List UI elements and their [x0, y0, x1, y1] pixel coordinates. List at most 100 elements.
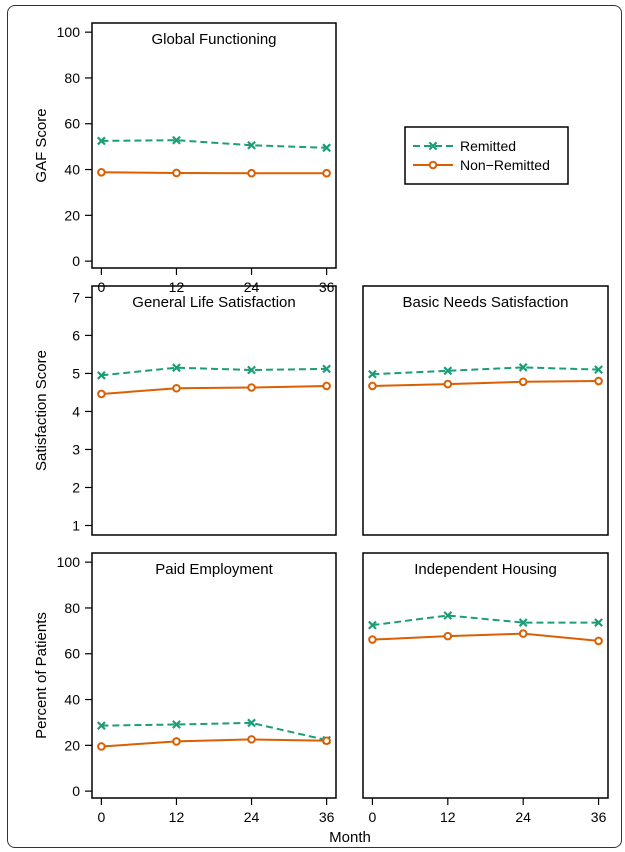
series-line — [101, 366, 327, 377]
y-tick-label: 60 — [64, 646, 80, 662]
panel-box — [362, 552, 609, 799]
series-line — [101, 171, 327, 175]
y-tick-label: 1 — [72, 517, 80, 533]
x-tick-label: 0 — [97, 279, 105, 295]
y-tick-label: 7 — [72, 289, 80, 305]
panel-box — [91, 285, 337, 536]
data-point — [172, 135, 181, 145]
series-line — [372, 380, 599, 387]
series-line — [372, 366, 599, 376]
y-tick-label: 0 — [72, 253, 80, 269]
x-tick-label: 12 — [169, 809, 185, 825]
x-tick-label: 12 — [169, 279, 185, 295]
data-point — [247, 383, 256, 392]
y-tick-label: 20 — [64, 737, 80, 753]
y-tick-label: 40 — [64, 692, 80, 708]
data-point — [443, 366, 453, 376]
y-tick-label: 40 — [64, 162, 80, 178]
data-point — [172, 363, 181, 373]
data-point — [594, 365, 603, 375]
y-tick-label: 20 — [64, 207, 80, 223]
data-point — [594, 636, 603, 646]
x-tick-label: 24 — [244, 279, 260, 295]
panel-box — [91, 552, 337, 799]
data-point — [172, 737, 181, 746]
series-line — [372, 632, 599, 642]
data-point — [247, 735, 256, 744]
data-point — [247, 168, 256, 178]
y-tick-label: 100 — [57, 554, 81, 570]
x-tick-label: 24 — [515, 809, 531, 825]
data-point — [368, 381, 377, 391]
data-point — [368, 635, 377, 644]
legend-label: Non−Remitted — [460, 157, 550, 173]
y-tick-label: 3 — [72, 441, 80, 457]
series-line — [101, 385, 327, 395]
figure-frame — [7, 5, 622, 848]
data-point — [443, 379, 453, 389]
x-tick-label: 36 — [319, 279, 335, 295]
data-point — [594, 376, 603, 386]
y-tick-label: 5 — [72, 365, 80, 381]
panel-title: Global Functioning — [151, 31, 276, 48]
data-point — [518, 629, 528, 638]
panel-box — [362, 285, 609, 536]
y-tick-label: 0 — [72, 783, 80, 799]
x-tick-label: 24 — [244, 809, 260, 825]
x-tick-label: 36 — [591, 809, 607, 825]
x-axis-label: Month — [329, 829, 371, 846]
series-line — [101, 139, 327, 149]
y-tick-label: 80 — [64, 70, 80, 86]
data-point — [247, 718, 256, 728]
panel-box — [91, 22, 337, 269]
data-point — [97, 389, 106, 399]
data-point — [97, 136, 106, 146]
data-point — [172, 383, 181, 393]
data-point — [97, 721, 106, 731]
panel-title: General Life Satisfaction — [132, 294, 295, 311]
x-tick-label: 0 — [369, 809, 377, 825]
series-line — [101, 738, 327, 748]
data-point — [172, 168, 181, 178]
legend-marker — [428, 160, 438, 170]
data-point — [322, 381, 331, 391]
data-point — [368, 620, 377, 630]
data-point — [443, 631, 453, 641]
data-point — [443, 611, 453, 620]
data-point — [247, 140, 256, 150]
panel-title: Basic Needs Satisfaction — [403, 294, 569, 311]
panel-title: Paid Employment — [155, 561, 273, 578]
data-point — [518, 377, 528, 387]
data-point — [518, 362, 528, 372]
y-axis-label: GAF Score — [33, 108, 50, 182]
y-tick-label: 6 — [72, 327, 80, 343]
y-tick-label: 60 — [64, 116, 80, 132]
y-tick-label: 100 — [57, 24, 81, 40]
legend-label: Remitted — [460, 138, 516, 154]
y-tick-label: 2 — [72, 479, 80, 495]
y-tick-label: 4 — [72, 403, 80, 419]
data-point — [518, 618, 528, 627]
data-point — [594, 618, 603, 627]
data-point — [97, 742, 106, 751]
series-line — [101, 721, 327, 742]
series-line — [372, 614, 599, 627]
y-tick-label: 80 — [64, 600, 80, 616]
legend-marker — [428, 141, 438, 151]
x-tick-label: 12 — [440, 809, 456, 825]
data-point — [172, 720, 181, 729]
data-point — [322, 736, 331, 746]
x-tick-label: 36 — [319, 809, 335, 825]
x-tick-label: 0 — [97, 809, 105, 825]
panel-title: Independent Housing — [414, 561, 557, 578]
data-point — [322, 143, 331, 153]
legend-box — [404, 126, 569, 185]
y-axis-label: Satisfaction Score — [33, 350, 50, 471]
data-point — [322, 168, 331, 178]
data-point — [97, 370, 106, 380]
data-point — [247, 365, 256, 375]
data-point — [368, 369, 377, 379]
data-point — [322, 364, 331, 374]
y-axis-label: Percent of Patients — [33, 612, 50, 739]
